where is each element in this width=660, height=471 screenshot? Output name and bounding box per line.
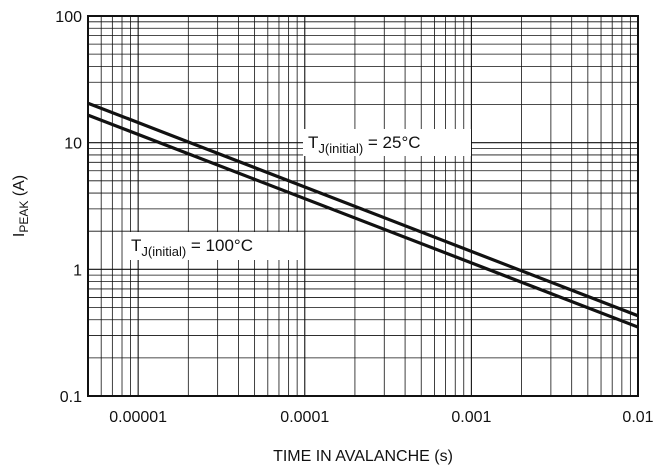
x-tick-label: 0.00001 [109,409,167,426]
annotation-100c-label: TJ(initial) = 100°C [131,236,253,259]
grid-lines [87,15,639,397]
y-axis-title-main: I [11,233,28,237]
annotation-25c-label: TJ(initial) = 25°C [308,133,421,156]
y-axis-title-unit: (A) [11,175,28,201]
annotation-100c-main: T [131,236,141,255]
tick-labels: 0.00001 0.0001 0.001 0.01 0.1 1 10 100 [55,9,653,426]
y-tick-label: 100 [55,9,82,26]
y-tick-label: 0.1 [60,389,82,406]
annotation-25c-sub: J(initial) [318,141,363,156]
x-tick-label: 0.01 [622,409,653,426]
annotation-25c: TJ(initial) = 25°C [303,129,471,156]
plot-frame [87,15,639,397]
x-tick-label: 0.001 [451,409,491,426]
y-tick-label: 1 [73,262,82,279]
annotation-25c-main: T [308,133,318,152]
series-line-100c [87,113,639,329]
y-axis-title: IPEAK (A) [11,175,31,237]
y-axis-title-sub: PEAK [17,201,31,233]
annotation-25c-background [303,129,471,156]
annotation-25c-rest: = 25°C [363,133,420,152]
data-series [87,101,639,329]
annotation-100c-sub: J(initial) [141,244,186,259]
x-axis-title: TIME IN AVALANCHE (s) [273,448,453,465]
y-tick-label: 10 [64,136,82,153]
annotation-100c: TJ(initial) = 100°C [126,232,302,260]
annotation-100c-background [126,232,302,260]
series-line-25c [87,101,639,318]
annotation-100c-rest: = 100°C [186,236,253,255]
x-tick-label: 0.0001 [280,409,329,426]
